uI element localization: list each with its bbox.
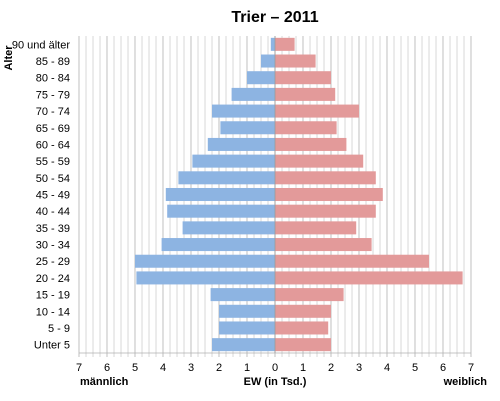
y-tick-label: 75 - 79 (36, 89, 70, 101)
bar-male (210, 288, 275, 302)
bar-male (212, 338, 275, 352)
x-tick-label: 3 (188, 362, 194, 374)
y-tick-label: 60 - 64 (36, 139, 70, 151)
bar-female (275, 37, 295, 51)
x-tick-label: 7 (468, 362, 474, 374)
x-label-male: männlich (80, 376, 129, 388)
y-tick-label: 45 - 49 (36, 190, 70, 202)
bar-male (178, 171, 275, 185)
x-tick-label: 6 (440, 362, 446, 374)
bar-male (182, 221, 275, 235)
y-tick-label: Unter 5 (34, 340, 70, 352)
y-tick-label: 70 - 74 (36, 106, 70, 118)
bar-male (135, 254, 275, 268)
x-tick-label: 4 (384, 362, 390, 374)
y-tick-label: 30 - 34 (36, 240, 70, 252)
bars (135, 36, 463, 353)
bar-male (161, 238, 275, 252)
bar-male (207, 137, 275, 151)
x-label-female: weiblich (443, 376, 488, 388)
x-tick-label: 4 (160, 362, 166, 374)
bar-female (275, 121, 337, 135)
bar-male (136, 271, 275, 285)
bar-male (261, 54, 275, 68)
y-tick-label: 55 - 59 (36, 156, 70, 168)
chart-title: Trier – 2011 (231, 9, 318, 26)
y-tick-label: 50 - 54 (36, 173, 70, 185)
bar-female (275, 221, 357, 235)
bar-female (275, 288, 344, 302)
bar-male (192, 154, 275, 168)
x-tick-label: 5 (132, 362, 138, 374)
bar-female (275, 321, 329, 335)
bar-female (275, 154, 364, 168)
bar-male (219, 304, 275, 318)
x-tick-label: 7 (76, 362, 82, 374)
y-tick-label: 10 - 14 (36, 306, 70, 318)
y-tick-label: 80 - 84 (36, 73, 70, 85)
y-tick-label: 65 - 69 (36, 123, 70, 135)
bar-female (275, 238, 372, 252)
bar-female (275, 171, 376, 185)
bar-female (275, 54, 316, 68)
bar-male (247, 71, 275, 85)
y-tick-label: 85 - 89 (36, 56, 70, 68)
y-tick-label: 35 - 39 (36, 223, 70, 235)
x-tick-label: 3 (356, 362, 362, 374)
bar-male (165, 187, 275, 202)
x-tick-label: 2 (216, 362, 222, 374)
x-tick-label: 2 (328, 362, 334, 374)
bar-female (275, 338, 331, 352)
bar-female (275, 254, 429, 268)
bar-female (275, 104, 359, 118)
x-tick-label: 0 (272, 362, 278, 374)
x-tick-label: 5 (412, 362, 418, 374)
bar-male (167, 204, 275, 218)
bar-female (275, 137, 347, 151)
y-tick-label: 90 und älter (12, 39, 70, 51)
y-tick-label: 25 - 29 (36, 256, 70, 268)
x-tick-labels: 7 6 5 4 3 2 1 0 1 2 3 4 5 6 7 (76, 362, 474, 374)
y-tick-label: 20 - 24 (36, 273, 70, 285)
bar-female (275, 204, 376, 218)
y-tick-labels: 90 und älter 85 - 89 80 - 84 75 - 79 70 - 74… (12, 39, 70, 351)
bar-male (212, 104, 275, 118)
x-tick-label: 6 (104, 362, 110, 374)
bar-female (275, 87, 336, 101)
y-tick-label: 40 - 44 (36, 206, 70, 218)
x-axis-label: EW (in Tsd.) (244, 376, 307, 388)
x-tick-label: 1 (244, 362, 250, 374)
bar-male (231, 87, 275, 101)
bar-male (219, 321, 275, 335)
x-tick-label: 1 (300, 362, 306, 374)
bar-male (270, 37, 275, 51)
y-tick-label: 5 - 9 (48, 323, 70, 335)
y-axis-label: Alter (3, 45, 15, 71)
bar-female (275, 71, 331, 85)
y-tick-label: 15 - 19 (36, 290, 70, 302)
bar-male (220, 121, 275, 135)
bar-female (275, 187, 383, 202)
bar-female (275, 304, 331, 318)
bar-female (275, 271, 463, 285)
